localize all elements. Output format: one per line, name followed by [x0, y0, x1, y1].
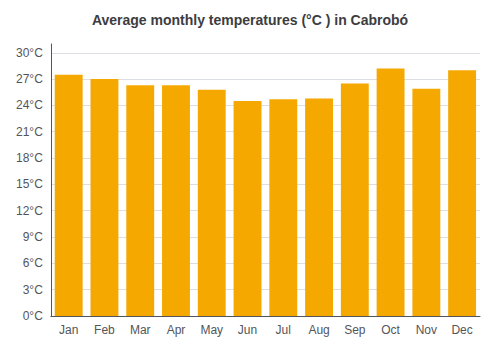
svg-text:May: May: [200, 323, 223, 337]
svg-text:Average monthly temperatures (: Average monthly temperatures (°C ) in Ca…: [92, 12, 408, 28]
svg-text:Mar: Mar: [130, 323, 151, 337]
svg-text:30°C: 30°C: [16, 46, 43, 60]
svg-text:12°C: 12°C: [16, 204, 43, 218]
svg-text:0°C: 0°C: [23, 309, 43, 323]
svg-text:6°C: 6°C: [23, 256, 43, 270]
svg-text:Sep: Sep: [344, 323, 366, 337]
svg-text:Oct: Oct: [381, 323, 400, 337]
svg-text:Nov: Nov: [416, 323, 437, 337]
svg-text:Dec: Dec: [451, 323, 472, 337]
svg-text:Jan: Jan: [59, 323, 78, 337]
svg-text:18°C: 18°C: [16, 151, 43, 165]
svg-text:24°C: 24°C: [16, 98, 43, 112]
svg-text:3°C: 3°C: [23, 283, 43, 297]
svg-text:Jun: Jun: [238, 323, 257, 337]
svg-text:21°C: 21°C: [16, 125, 43, 139]
svg-text:27°C: 27°C: [16, 72, 43, 86]
svg-text:Aug: Aug: [308, 323, 329, 337]
svg-text:Jul: Jul: [276, 323, 291, 337]
svg-text:15°C: 15°C: [16, 177, 43, 191]
svg-text:Apr: Apr: [167, 323, 186, 337]
svg-text:9°C: 9°C: [23, 230, 43, 244]
svg-text:Feb: Feb: [94, 323, 115, 337]
